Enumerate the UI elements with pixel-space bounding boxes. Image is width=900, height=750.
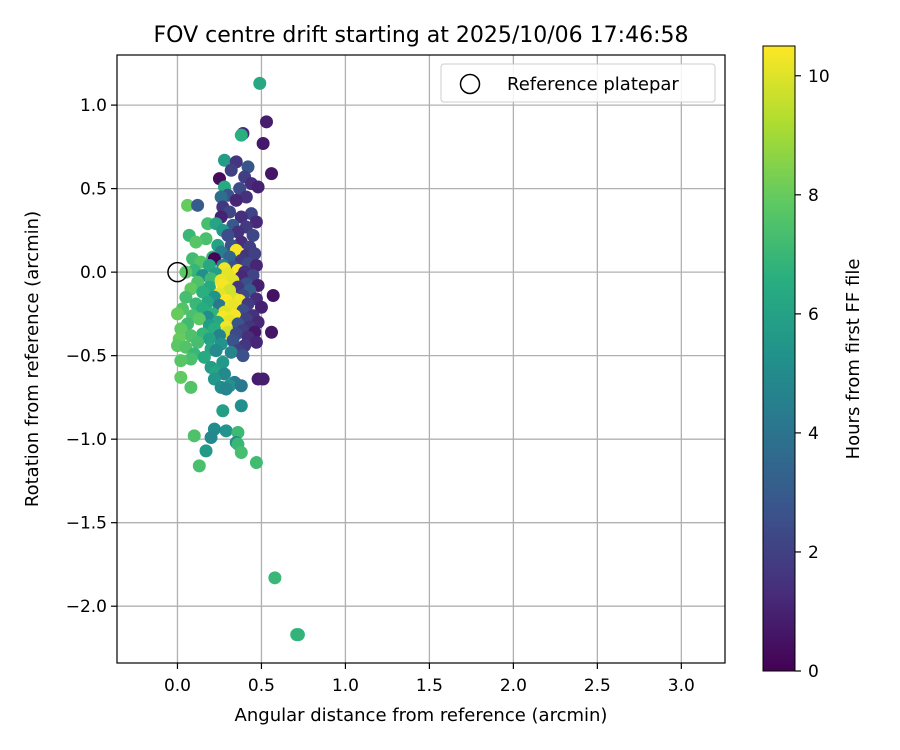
scatter-point [246, 228, 260, 242]
colorbar-tick-label: 6 [808, 305, 819, 325]
legend: Reference platepar [440, 63, 716, 103]
scatter-point [174, 354, 188, 368]
scatter-point [174, 370, 188, 384]
scatter-point [256, 137, 270, 151]
scatter-point [216, 355, 230, 369]
scatter-point [231, 225, 245, 239]
scatter-point [179, 290, 193, 304]
scatter-point [187, 429, 201, 443]
scatter-point [216, 404, 230, 418]
scatter-point [253, 76, 267, 90]
scatter-point [254, 300, 268, 314]
scatter-point [221, 228, 235, 242]
reference-marker-layer [167, 261, 188, 283]
legend-reference-marker [459, 73, 481, 95]
scatter-point [219, 382, 233, 396]
scatter-point [249, 258, 263, 272]
y-tick-label: −0.5 [66, 347, 107, 367]
colorbar-tick-label: 0 [808, 662, 819, 682]
scatter-point [234, 210, 248, 224]
scatter-point [231, 425, 245, 439]
y-tick-label: 0.5 [80, 180, 107, 200]
y-tick-label: −2.0 [66, 597, 107, 617]
legend-box [440, 63, 716, 103]
scatter-point [224, 163, 238, 177]
scatter-point [170, 307, 184, 321]
scatter-point [248, 247, 262, 261]
x-tick-label: 0.0 [164, 676, 191, 696]
legend-reference-label: Reference platepar [507, 74, 679, 95]
scatter-point [189, 235, 203, 249]
colorbar-tick-label: 4 [808, 424, 819, 444]
scatter-point [204, 431, 218, 445]
scatter-point [191, 198, 205, 212]
x-axis-ticks: 0.0 0.5 1.0 1.5 2.0 2.5 3.0 [164, 663, 695, 696]
scatter-point [196, 285, 210, 299]
scatter-point [226, 334, 240, 348]
y-tick-label: 0.0 [80, 263, 107, 283]
scatter-point [234, 128, 248, 142]
y-tick-label: 1.0 [80, 96, 107, 116]
scatter-point [224, 345, 238, 359]
scatter-point [234, 399, 248, 413]
colorbar-label: Hours from first FF file [843, 259, 864, 460]
colorbar-tick-label: 8 [808, 186, 819, 206]
scatter-point [181, 198, 195, 212]
scatter-point [268, 571, 282, 585]
scatter-point [184, 380, 198, 394]
y-axis-label: Rotation from reference (arcmin) [22, 211, 43, 507]
plot-frame [116, 54, 726, 664]
x-axis-label: Angular distance from reference (arcmin) [235, 705, 608, 726]
x-tick-label: 3.0 [668, 676, 695, 696]
colorbar-gradient [762, 45, 796, 672]
scatter-point [249, 335, 263, 349]
y-axis-ticks: 1.0 0.5 0.0 −0.5 −1.0 −1.5 −2.0 [66, 96, 117, 617]
scatter-point [229, 193, 243, 207]
x-tick-label: 0.5 [248, 676, 275, 696]
scatter-point [249, 215, 263, 229]
scatter-point [239, 190, 253, 204]
y-tick-label: −1.0 [66, 430, 107, 450]
chart-title: FOV centre drift starting at 2025/10/06 … [154, 23, 689, 48]
scatter-point [251, 180, 265, 194]
colorbar-tick-label: 2 [808, 543, 819, 563]
y-tick-label: −1.5 [66, 514, 107, 534]
scatter-point [202, 332, 216, 346]
scatter-point [236, 349, 250, 363]
scatter-point [256, 372, 270, 386]
scatter-point [217, 367, 231, 381]
scatter-point [191, 335, 205, 349]
scatter-point [174, 322, 188, 336]
colorbar: 0 2 4 6 8 10 Hours from first FF file [762, 45, 864, 682]
scatter-point [214, 190, 228, 204]
scatter-point [249, 456, 263, 470]
scatter-point [265, 167, 279, 181]
scatter-point [266, 289, 280, 303]
scatter-point [241, 160, 255, 174]
scatter-point [184, 352, 198, 366]
x-tick-label: 2.0 [500, 676, 527, 696]
scatter-point [234, 379, 248, 393]
reference-platepar-marker [167, 261, 188, 283]
scatter-point [192, 459, 206, 473]
scatter-point [179, 265, 193, 279]
scatter-point [259, 115, 273, 129]
scatter-point [219, 424, 233, 438]
x-tick-label: 1.5 [416, 676, 443, 696]
scatter-point [265, 325, 279, 339]
x-tick-label: 1.0 [332, 676, 359, 696]
colorbar-ticks: 0 2 4 6 8 10 [795, 67, 830, 682]
scatter-point [291, 628, 305, 642]
scatter-point [197, 350, 211, 364]
x-tick-label: 2.5 [584, 676, 611, 696]
scatter-point [192, 312, 206, 326]
scatter-points [170, 76, 305, 642]
scatter-point [199, 232, 213, 246]
colorbar-tick-label: 10 [808, 67, 830, 87]
scatter-point [217, 153, 231, 167]
scatter-point [209, 344, 223, 358]
scatter-point [234, 446, 248, 460]
scatter-point [199, 444, 213, 458]
